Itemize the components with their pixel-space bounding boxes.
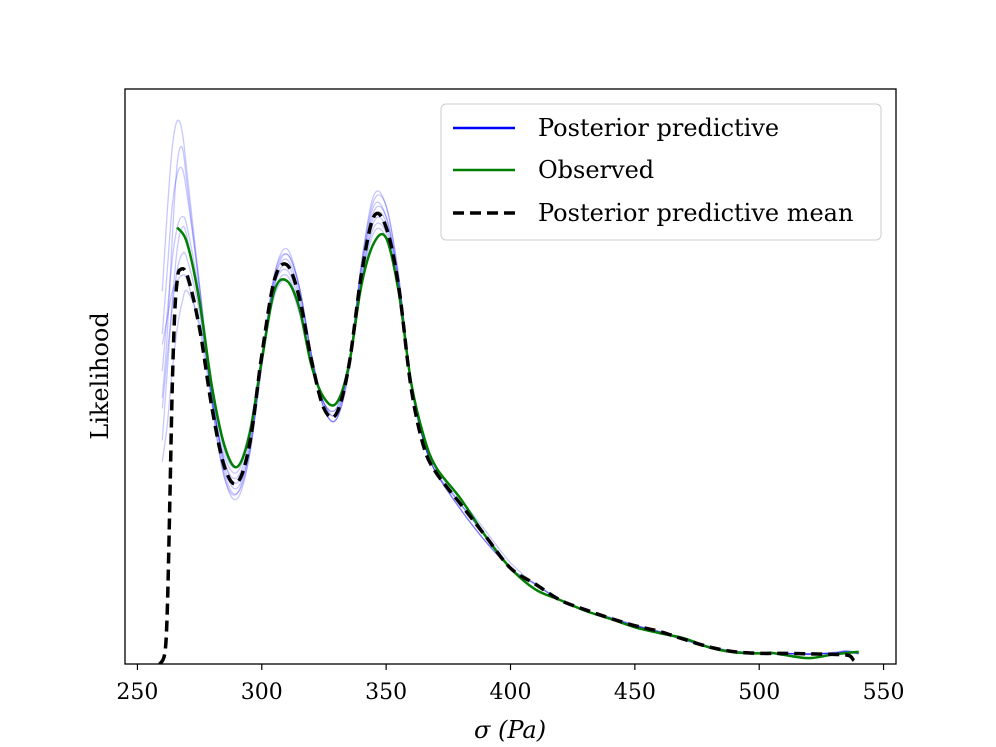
x-tick-label-300: 300 xyxy=(241,680,283,705)
x-axis-label: σ (Pa) xyxy=(474,716,546,744)
x-tick-label-250: 250 xyxy=(116,680,158,705)
posterior-sample-line-6 xyxy=(161,211,859,655)
legend-label-posterior-predictive-mean: Posterior predictive mean xyxy=(538,199,853,227)
posterior-predictive-mean-line xyxy=(158,211,860,666)
posterior-sample-line-3 xyxy=(161,227,859,655)
x-tick-label-400: 400 xyxy=(490,680,532,705)
legend: Posterior predictive Observed Posterior … xyxy=(440,103,882,241)
x-tick-label-350: 350 xyxy=(365,680,407,705)
legend-label-posterior-predictive: Posterior predictive xyxy=(538,114,779,142)
x-axis-ticks: 250 300 350 400 450 500 550 xyxy=(116,664,905,705)
x-tick-label-500: 500 xyxy=(738,680,780,705)
legend-label-observed: Observed xyxy=(538,156,654,184)
observed-line xyxy=(176,226,859,660)
y-axis-label: Likelihood xyxy=(86,312,114,439)
series-lines-layer xyxy=(158,211,860,666)
posterior-sample-line-1 xyxy=(161,201,859,655)
posterior-sample-line-7 xyxy=(161,216,859,655)
x-tick-label-450: 450 xyxy=(614,680,656,705)
x-tick-label-550: 550 xyxy=(863,680,905,705)
legend-box xyxy=(440,103,882,241)
posterior-sample-line-4 xyxy=(161,222,859,655)
